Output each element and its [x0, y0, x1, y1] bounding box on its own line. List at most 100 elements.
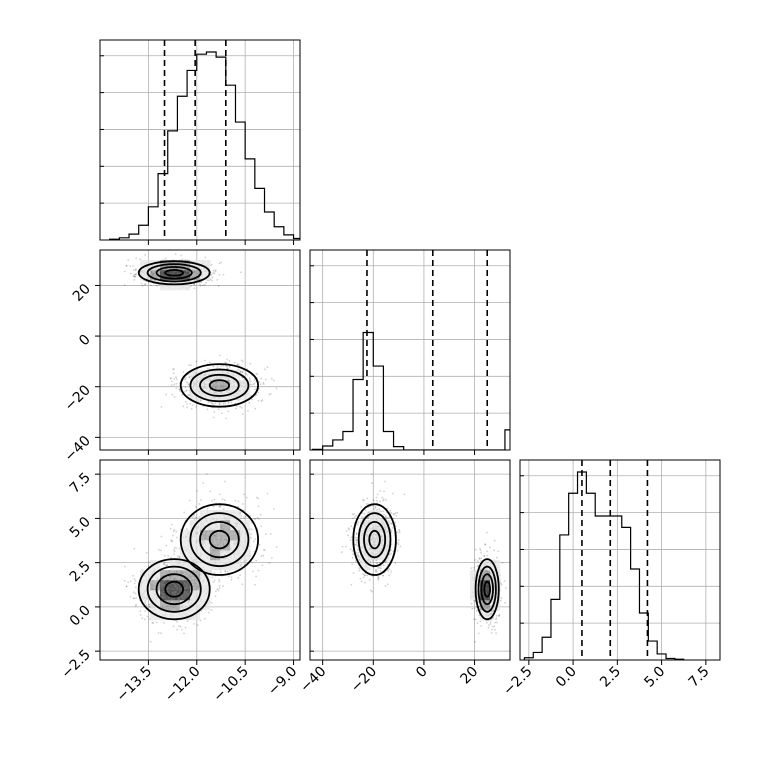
sample-point — [257, 497, 260, 500]
histogram-p2 — [311, 331, 510, 450]
sample-point — [504, 601, 506, 604]
sample-point — [340, 551, 343, 554]
sample-point — [209, 401, 212, 404]
sample-point — [264, 368, 266, 371]
sample-point — [366, 497, 369, 500]
sample-point — [379, 500, 381, 503]
sample-point — [157, 632, 160, 634]
density-cell — [200, 260, 211, 271]
sample-point — [269, 393, 272, 395]
sample-point — [364, 581, 366, 584]
sample-point — [178, 547, 181, 550]
sample-point — [123, 579, 126, 582]
density-cell — [230, 530, 241, 541]
sample-point — [147, 565, 150, 567]
sample-point — [489, 623, 492, 625]
sample-point — [397, 543, 400, 546]
sample-point — [489, 621, 492, 623]
sample-point — [213, 579, 216, 582]
sample-point — [175, 376, 178, 379]
contour — [199, 520, 240, 559]
sample-point — [194, 516, 196, 519]
sample-point — [188, 376, 191, 379]
sample-point — [264, 549, 266, 551]
sample-point — [225, 417, 228, 420]
sample-point — [214, 595, 217, 597]
density-cell — [200, 590, 211, 601]
panel-p1-p3 — [99, 459, 301, 661]
sample-point — [269, 533, 272, 535]
density-cell — [220, 530, 231, 541]
contour — [155, 573, 193, 606]
density-cell — [150, 560, 161, 571]
density-cell — [200, 540, 211, 551]
density-cell — [180, 590, 191, 601]
sample-point — [211, 403, 214, 405]
sample-point — [169, 377, 172, 380]
sample-point — [351, 563, 354, 565]
sample-point — [366, 574, 368, 577]
sample-point — [212, 269, 215, 272]
sample-point — [473, 566, 476, 569]
sample-point — [240, 271, 242, 274]
sample-point — [498, 615, 500, 617]
sample-point — [351, 549, 354, 552]
sample-point — [382, 510, 385, 513]
sample-point — [190, 364, 193, 366]
contour — [189, 368, 250, 403]
density-cell — [180, 540, 191, 551]
sample-point — [488, 624, 490, 626]
sample-point — [495, 617, 498, 620]
sample-point — [173, 396, 176, 398]
sample-point — [478, 557, 481, 559]
sample-point — [218, 354, 221, 357]
sample-point — [480, 552, 482, 554]
sample-point — [253, 379, 256, 381]
sample-point — [163, 563, 166, 565]
sample-point — [160, 406, 163, 408]
sample-point — [141, 617, 144, 619]
sample-point — [262, 383, 265, 385]
sample-point — [348, 528, 350, 531]
density-cell — [200, 530, 211, 541]
sample-point — [355, 536, 358, 539]
sample-point — [347, 527, 350, 530]
sample-point — [216, 279, 219, 281]
density-cell — [140, 270, 151, 281]
sample-point — [149, 640, 152, 643]
sample-point — [221, 412, 223, 415]
sample-point — [144, 254, 147, 256]
panel-hist-p1 — [99, 39, 301, 241]
density-cell — [230, 540, 241, 551]
sample-point — [134, 268, 137, 271]
sample-point — [184, 378, 187, 381]
sample-point — [275, 387, 278, 390]
density-cell — [160, 590, 171, 601]
sample-point — [180, 254, 183, 257]
sample-point — [394, 562, 397, 564]
sample-point — [392, 550, 395, 552]
sample-point — [394, 512, 397, 514]
contour — [189, 512, 250, 567]
sample-point — [250, 536, 253, 539]
sample-point — [503, 580, 506, 582]
sample-point — [356, 555, 359, 557]
sample-point — [272, 379, 275, 382]
sample-point — [144, 610, 147, 612]
sample-point — [377, 567, 379, 569]
sample-point — [345, 545, 347, 548]
sample-point — [265, 378, 267, 381]
sample-point — [360, 505, 363, 508]
sample-point — [491, 625, 494, 628]
sample-point — [237, 500, 240, 503]
sample-point — [188, 364, 191, 367]
sample-point — [186, 528, 188, 531]
sample-point — [163, 621, 165, 624]
density-cell — [160, 580, 171, 591]
sample-point — [213, 498, 216, 501]
sample-point — [199, 283, 201, 286]
sample-point — [195, 360, 198, 363]
density-cell — [150, 590, 161, 601]
sample-point — [253, 518, 256, 520]
sample-point — [479, 620, 482, 623]
